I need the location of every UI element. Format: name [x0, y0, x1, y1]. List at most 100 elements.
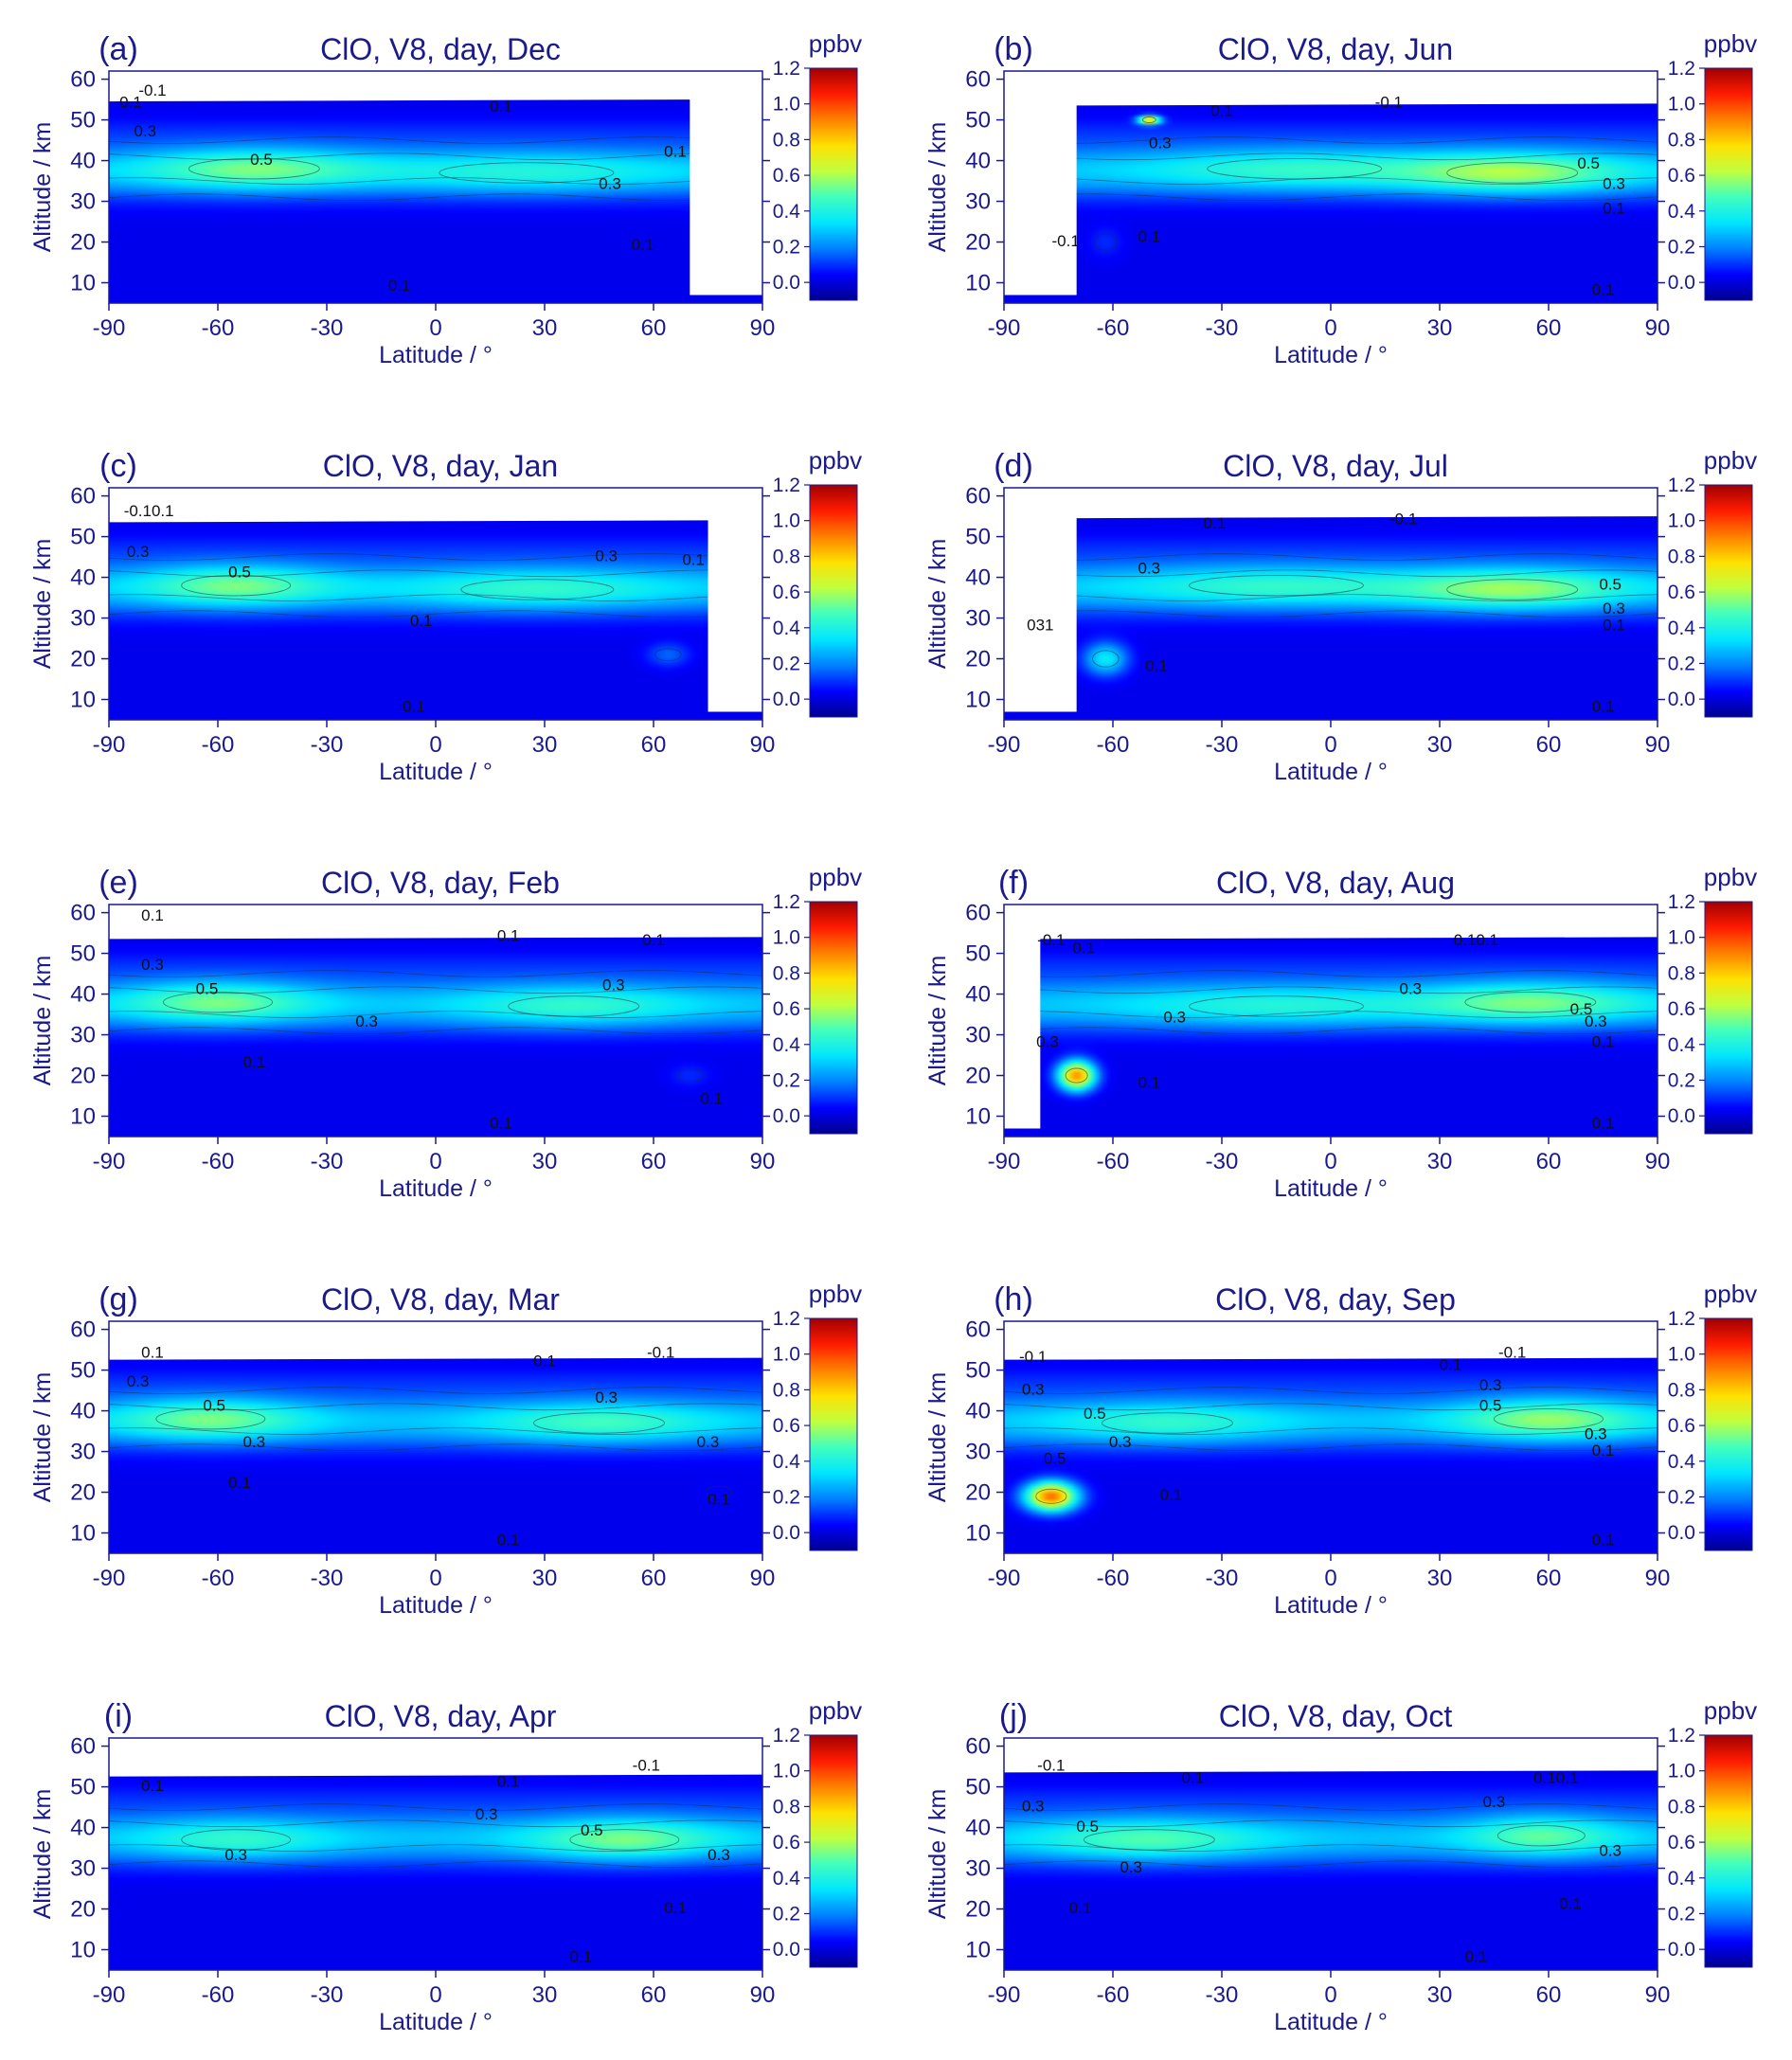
panel-title: ClO, V8, day, Oct — [1219, 1699, 1453, 1733]
contour-label: 0.5 — [1570, 1000, 1593, 1018]
x-tick-label: -90 — [93, 1566, 126, 1591]
colorbar-tick-label: 0.6 — [1668, 1832, 1695, 1854]
x-tick-label: 60 — [641, 1982, 667, 2008]
colorbar-tick-label: 0.6 — [773, 582, 800, 603]
x-tick-label: -60 — [1097, 1566, 1130, 1591]
x-tick-label: 90 — [1645, 732, 1671, 758]
contour-label: 0.1 — [682, 551, 705, 569]
y-tick-label: 50 — [70, 108, 96, 134]
contour-label: 0.5 — [1479, 1397, 1502, 1415]
x-tick-label: 30 — [532, 1982, 558, 2008]
y-tick-label: 40 — [965, 565, 991, 591]
contour-label: 0.3 — [1479, 1376, 1502, 1394]
y-tick-label: 50 — [70, 1358, 96, 1384]
x-tick-label: 60 — [641, 1566, 667, 1591]
contour-ring — [1494, 1407, 1604, 1430]
contour-label: 031 — [1027, 616, 1053, 634]
colorbar-tick-label: 1.2 — [773, 1308, 800, 1330]
colorbar-tick-label: 0.2 — [773, 1486, 800, 1508]
colorbar-tick-label: 0.0 — [773, 1105, 800, 1127]
y-tick-label: 30 — [965, 1023, 991, 1048]
panel-label: (b) — [994, 31, 1033, 67]
x-axis-label: Latitude / ° — [379, 2009, 493, 2035]
contour-line — [109, 1844, 762, 1852]
x-tick-label: -30 — [1206, 1982, 1239, 2008]
colorbar-tick-label: 1.0 — [773, 94, 800, 116]
panel-title: ClO, V8, day, Jul — [1223, 449, 1448, 483]
contour-label: 0.1 — [664, 142, 687, 160]
contour-label: 0.1 — [1603, 616, 1625, 634]
panel-g: 0.1 0.3 0.5 0.3 0.1 0.1 -0.1 0.3 0.3 0.1 0.1 -90 -60… — [29, 1280, 862, 1619]
contour-ring — [1446, 579, 1579, 600]
colorbar-tick-label: 0.0 — [1668, 1522, 1695, 1544]
contour-ring — [1189, 995, 1364, 1017]
contour-line — [1076, 193, 1658, 202]
x-tick-label: 30 — [532, 1566, 558, 1591]
x-tick-label: -90 — [988, 1149, 1021, 1174]
contour-label: 0.1 — [1592, 1032, 1615, 1050]
panel-title: ClO, V8, day, Sep — [1215, 1282, 1456, 1317]
contour-line — [1040, 1011, 1658, 1018]
colorbar — [809, 1317, 858, 1551]
contour-label: 0.1 — [1592, 1442, 1615, 1460]
colorbar-tick-label: 0.0 — [773, 1939, 800, 1961]
y-axis-label: Altitude / km — [29, 1372, 56, 1503]
y-tick-label: 50 — [965, 108, 991, 134]
x-tick-label: -90 — [988, 732, 1021, 758]
colorbar-tick-label: 0.2 — [773, 236, 800, 258]
colorbar-tick-label: 0.4 — [1668, 201, 1696, 223]
contour-ring — [569, 1829, 680, 1851]
colorbar-tick-label: 0.4 — [1668, 1868, 1696, 1890]
contour-label: 0.10.1 — [1533, 1768, 1578, 1786]
panel-e: 0.1 0.3 0.5 0.3 0.1 0.1 0.1 0.3 0.1 0.1 -90 -60 -30 0… — [29, 863, 862, 1202]
y-tick-label: 10 — [70, 1104, 96, 1130]
panel-label: (f) — [998, 865, 1029, 901]
y-tick-label: 30 — [70, 1856, 96, 1882]
contour-ring — [1141, 116, 1156, 124]
colorbar-label: ppbv — [809, 446, 862, 475]
panel-title: ClO, V8, day, Dec — [320, 32, 561, 66]
contour-label: 0.1 — [1145, 656, 1168, 674]
contour-label: -0.1 — [1019, 1348, 1047, 1366]
x-tick-label: -30 — [311, 732, 344, 758]
contour-label: 0.1 — [1073, 940, 1096, 958]
y-tick-label: 40 — [965, 1399, 991, 1424]
x-tick-label: -30 — [311, 1982, 344, 2008]
contour-label: 0.3 — [1163, 1009, 1186, 1027]
contour-label: 0.3 — [475, 1805, 498, 1823]
contour-label: 0.1 — [533, 1352, 556, 1370]
contour-label: 0.1 — [1210, 101, 1233, 119]
contour-ring — [705, 1485, 733, 1499]
colorbar-tick-label: 1.2 — [1668, 1725, 1695, 1747]
colorbar-tick-label: 1.0 — [1668, 927, 1695, 949]
contour-label: 0.1 — [570, 1947, 593, 1965]
x-tick-label: 60 — [1536, 1566, 1562, 1591]
x-tick-label: 90 — [750, 1566, 776, 1591]
colorbar-tick-label: 0.2 — [1668, 653, 1695, 674]
contour-label: 0.3 — [1585, 1012, 1607, 1030]
contour-label: -0.1 — [1052, 232, 1080, 250]
x-tick-label: -30 — [311, 1566, 344, 1591]
panel-h: -0.10.30.50.30.50.10.1-0.10.30.50.30.10.… — [924, 1280, 1757, 1619]
x-tick-label: -60 — [1097, 732, 1130, 758]
colorbar-tick-label: 0.4 — [773, 1868, 801, 1890]
contour-label: 0.1 — [403, 697, 425, 715]
y-tick-label: 10 — [965, 271, 991, 296]
panel-label: (c) — [99, 448, 137, 484]
colorbar-tick-label: 1.0 — [773, 927, 800, 949]
contour-line — [109, 1860, 762, 1869]
contour-label: 0.5 — [1599, 575, 1622, 593]
colorbar-tick-label: 0.4 — [773, 201, 801, 223]
y-tick-label: 30 — [70, 189, 96, 215]
contour-ring — [439, 162, 615, 184]
colorbar-label: ppbv — [1704, 1696, 1757, 1725]
y-tick-label: 20 — [70, 230, 96, 256]
colorbar-tick-label: 0.0 — [773, 272, 800, 294]
y-tick-label: 50 — [965, 1358, 991, 1384]
heatmap-field — [109, 99, 762, 303]
colorbar-label: ppbv — [1704, 446, 1757, 475]
contour-lines — [109, 1803, 762, 1869]
y-tick-label: 30 — [70, 606, 96, 632]
contour-label: 0.3 — [141, 956, 164, 974]
colorbar — [1704, 67, 1753, 301]
